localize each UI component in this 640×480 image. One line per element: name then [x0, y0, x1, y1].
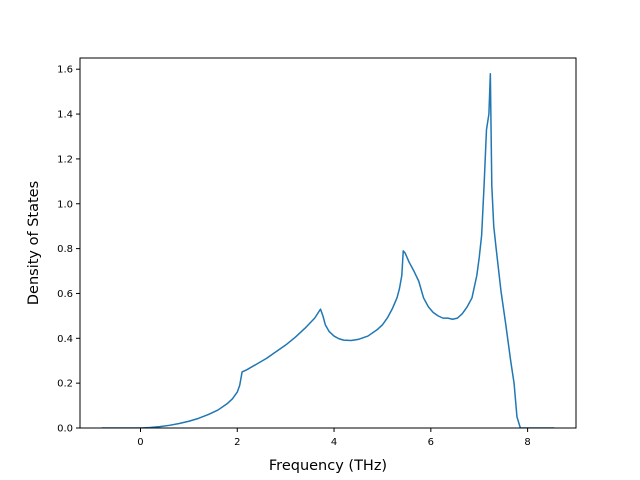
x-tick-label: 4 — [331, 437, 337, 448]
x-tick-label: 8 — [524, 437, 530, 448]
x-tick-label: 2 — [234, 437, 240, 448]
y-tick-label: 0.4 — [57, 334, 73, 345]
y-tick-label: 0.6 — [57, 289, 73, 300]
y-tick-label: 0.0 — [57, 424, 73, 435]
y-tick-label: 0.2 — [57, 379, 73, 390]
y-axis: 0.0 0.2 0.4 0.6 0.8 1.0 1.2 1.4 1.6 — [57, 65, 80, 435]
x-tick-label: 0 — [137, 437, 143, 448]
y-tick-label: 1.0 — [57, 199, 73, 210]
y-tick-label: 1.4 — [57, 110, 73, 121]
y-tick-label: 0.8 — [57, 244, 73, 255]
series-line-0 — [101, 72, 555, 428]
x-axis: 0 2 4 6 8 — [137, 428, 531, 448]
plot-frame — [79, 57, 577, 429]
y-axis-label: Density of States — [26, 181, 42, 305]
x-axis-label: Frequency (THz) — [269, 458, 387, 474]
y-tick-label: 1.6 — [57, 65, 73, 76]
x-tick-label: 6 — [428, 437, 434, 448]
y-tick-label: 1.2 — [57, 154, 73, 165]
